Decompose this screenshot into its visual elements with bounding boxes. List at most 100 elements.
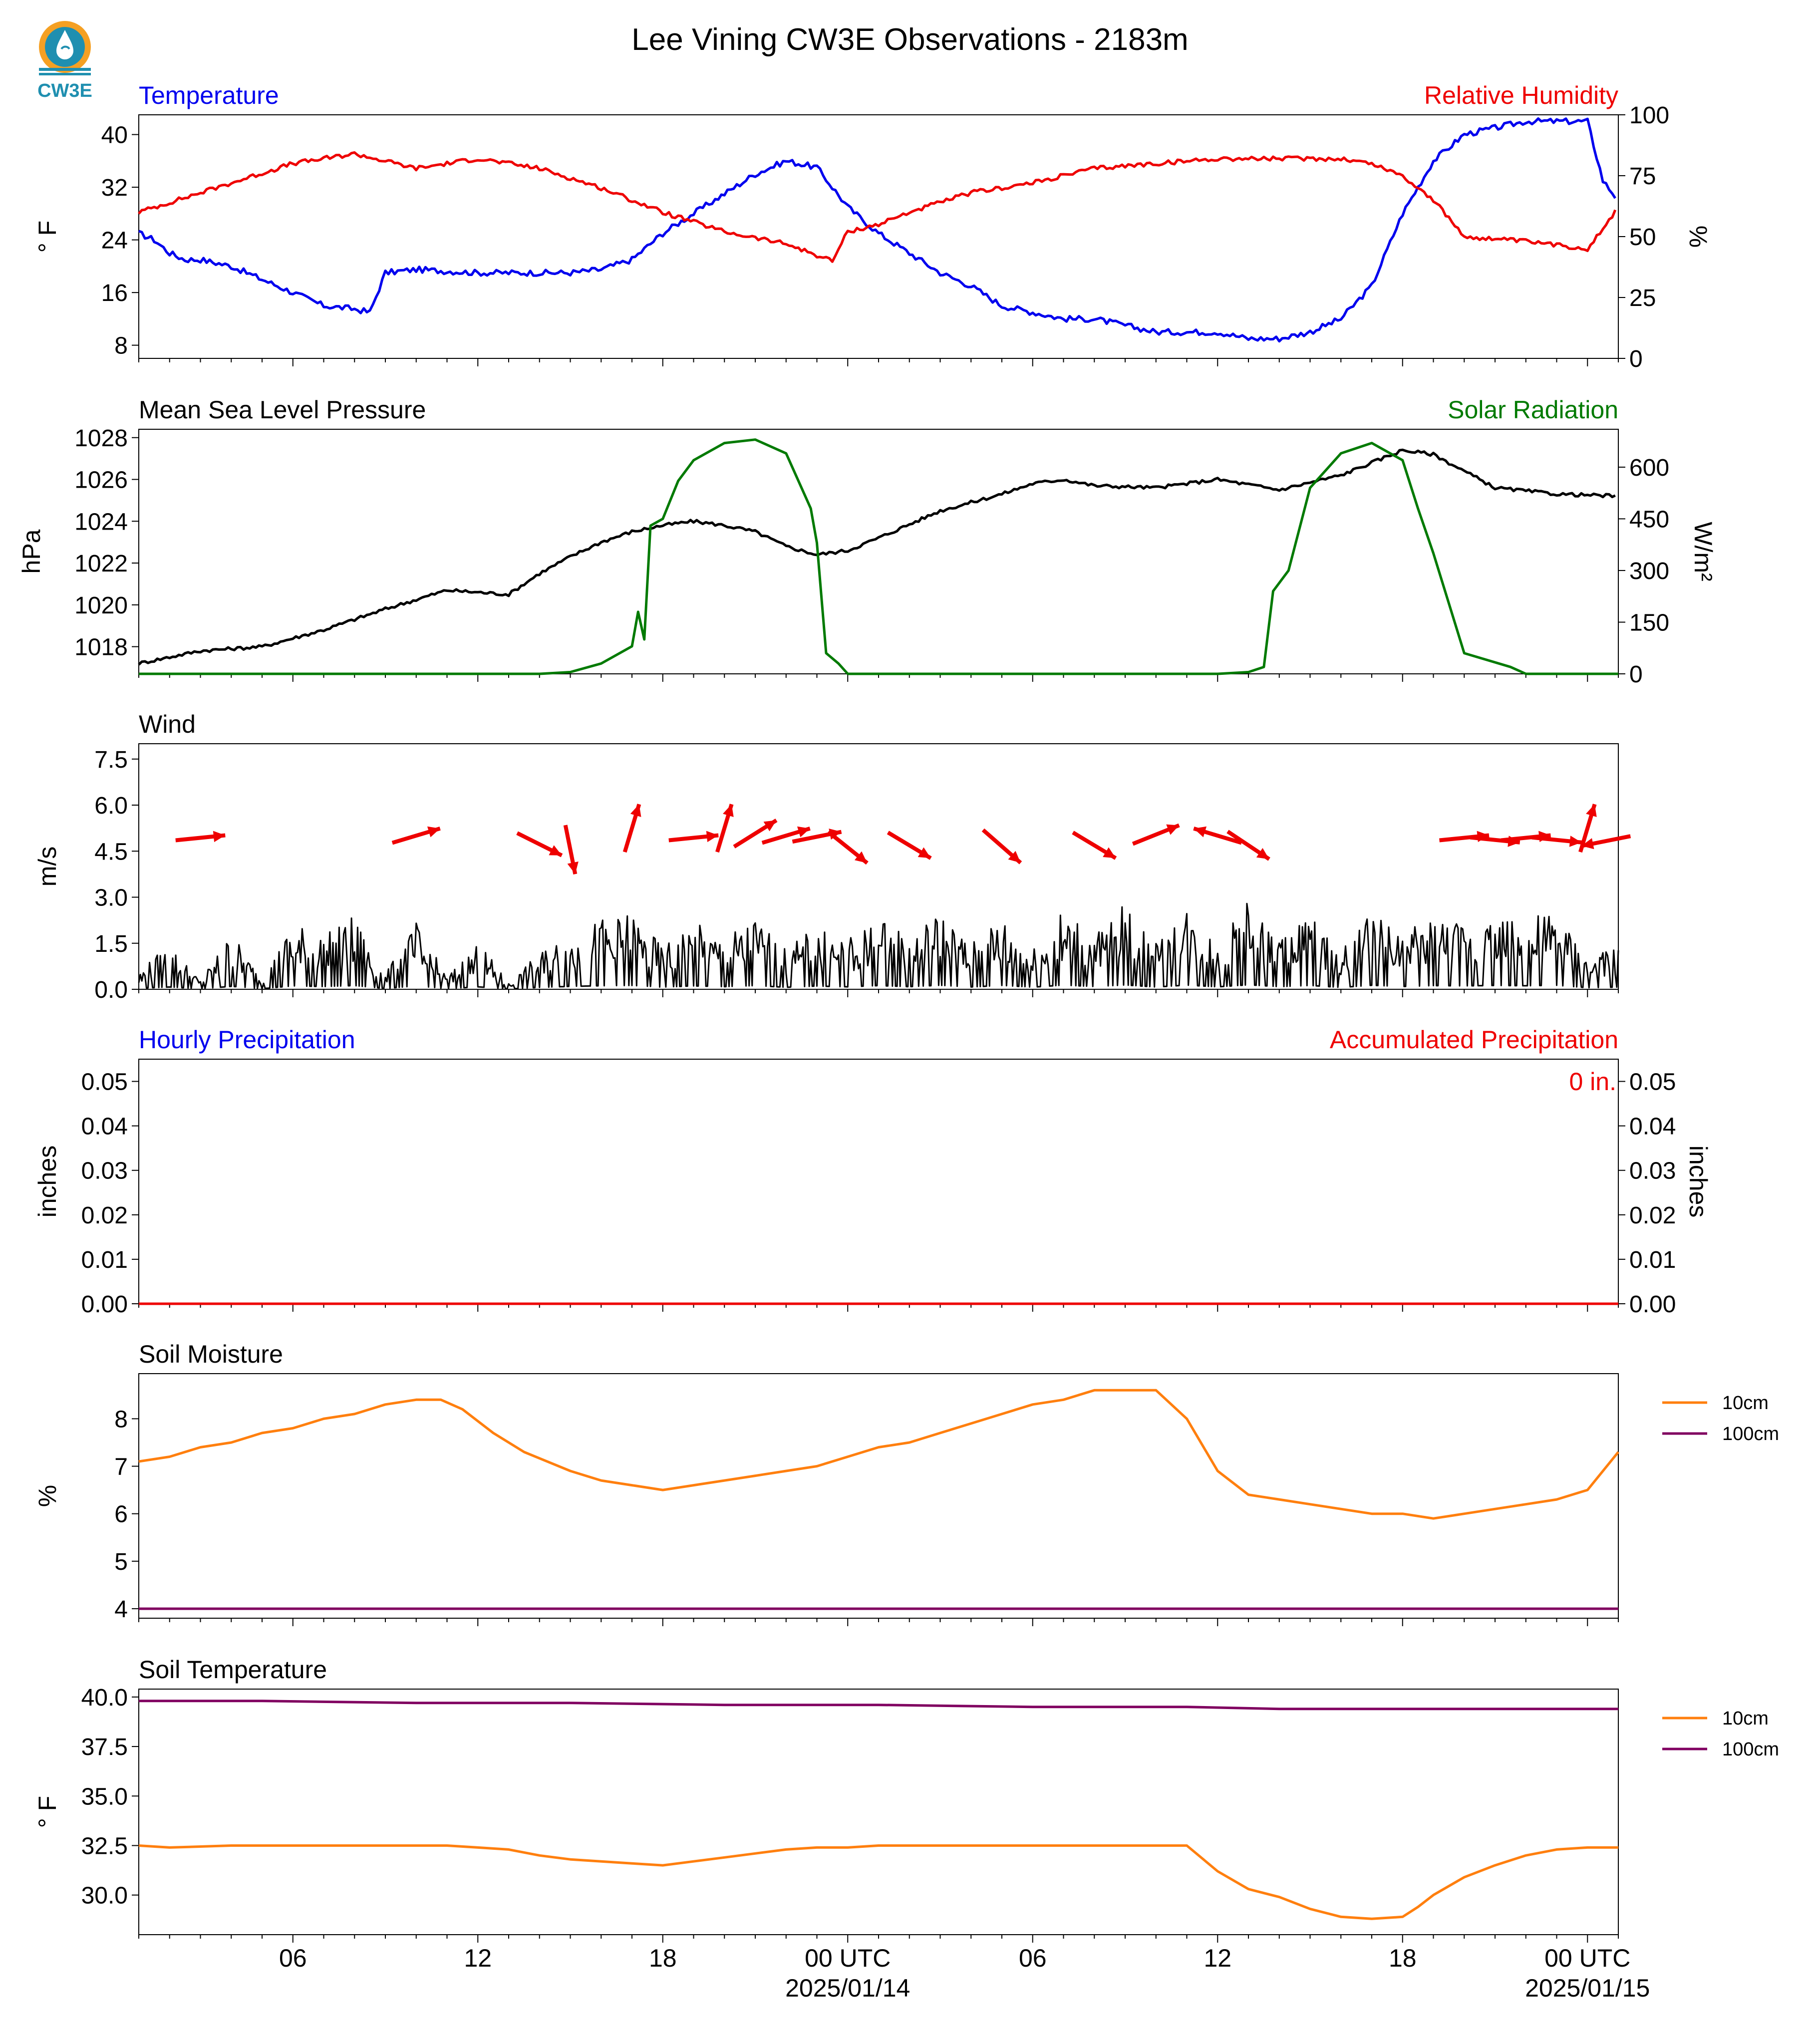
x-tick-label: 18 [1389,1944,1417,1972]
y-tick-label: 8 [114,333,128,359]
wind-arrow [1226,830,1270,861]
x-tick-label: 12 [1204,1944,1231,1972]
panel-6: Soil Temperature 40.0 37.5 35.0 32.5 30.0 ° F 1… [33,1656,1779,1943]
y-tick-label: 7 [114,1454,128,1480]
y-right-tick-label: 0 [1629,661,1643,688]
y-tick-label: 0.05 [81,1069,128,1096]
y-tick-label: 5 [114,1549,128,1575]
legend-label-10cm: 10cm [1722,1393,1769,1414]
x-tick-label: 00 UTC [805,1944,891,1972]
x-date-label: 2025/01/14 [785,1974,910,2002]
panel-title-left: Hourly Precipitation [139,1026,355,1054]
y-tick-label: 0.04 [81,1114,128,1140]
legend-label-100cm: 100cm [1722,1424,1779,1445]
y-right-tick-label: 25 [1629,285,1656,311]
y-right-tick-label: 0.00 [1629,1291,1676,1318]
y-tick-label: 1018 [74,634,128,661]
y-right-tick-label: 0.04 [1629,1114,1676,1140]
wind-arrow-head [1194,826,1207,838]
y-right-tick-label: 450 [1629,506,1669,533]
wind-arrow-head [630,804,641,817]
series-line-s1 [139,438,1618,675]
y-right-tick-label: 300 [1629,558,1669,584]
x-date-label: 2025/01/15 [1525,1974,1650,2002]
y-axis-label: ° F [33,221,61,253]
y-tick-label: 0.02 [81,1202,128,1229]
x-tick-label: 00 UTC [1544,1944,1630,1972]
wind-arrow-head [213,831,226,843]
y-right-tick-label: 0.03 [1629,1158,1676,1184]
y-tick-label: 16 [101,280,128,306]
accum-precip-annotation: 0 in. [1569,1068,1616,1096]
y-right-axis-label: W/m² [1689,522,1717,581]
y-tick-label: 4 [114,1596,128,1623]
y-tick-label: 6 [114,1501,128,1528]
y-tick-label: 0.0 [94,977,128,1003]
panel-title-left: Wind [139,710,196,738]
wind-arrow [827,830,869,865]
series-line-10cm [138,1389,1619,1520]
y-tick-label: 30.0 [81,1883,128,1909]
wind-arrow [733,818,778,849]
wind-arrow [1072,831,1117,860]
y-tick-label: 3.0 [94,885,128,911]
panel-title-left: Temperature [139,81,279,109]
wind-arrow [1581,834,1631,850]
panel-title-left: Mean Sea Level Pressure [139,396,426,424]
y-tick-label: 40.0 [81,1685,128,1711]
y-right-tick-label: 0.01 [1629,1247,1676,1273]
panel-frame [138,1059,1619,1304]
wind-arrow [668,831,719,843]
wind-arrow-head [797,826,810,838]
figure-title: Lee Vining CW3E Observations - 2183m [631,22,1188,57]
y-right-tick-label: 0 [1629,346,1643,372]
y-tick-label: 6.0 [94,793,128,819]
wind-arrow [175,831,226,843]
y-axis-label: m/s [33,847,61,887]
wind-arrow [563,825,579,874]
logo-text: CW3E [37,80,92,101]
panel-4: Hourly Precipitation Accumulated Precipit… [33,1026,1712,1318]
panel-1: Temperature Relative Humidity 40 32 24 16 8 100… [33,81,1712,372]
panels: Temperature Relative Humidity403224168100… [17,81,1779,2002]
y-tick-label: 37.5 [81,1734,128,1760]
y-axis-label: ° F [33,1796,61,1828]
wind-arrow-head [763,820,777,832]
panel-title-right: Solar Radiation [1448,396,1618,424]
y-tick-label: 1022 [74,551,128,577]
y-tick-label: 1020 [74,592,128,619]
y-tick-label: 4.5 [94,839,128,865]
wind-arrow-head [1581,838,1594,850]
panel-frame [138,114,1619,359]
y-tick-label: 7.5 [94,747,128,773]
wind-arrow-head [549,845,562,856]
series-line-100cm [139,1700,1618,1711]
y-right-tick-label: 0.05 [1629,1069,1676,1096]
y-axis-label: % [33,1485,61,1507]
wind-arrow-head [723,804,734,817]
wind-arrow [887,831,932,860]
wind-arrow-head [1103,847,1116,859]
x-tick-label: 06 [1019,1944,1047,1972]
logo-drop [56,30,73,59]
wind-arrow-head [567,862,579,874]
panel-title-right: Accumulated Precipitation [1330,1026,1618,1054]
x-tick-label: 12 [464,1944,492,1972]
wind-arrow [1132,823,1180,846]
cw3e-logo: CW3E [27,16,102,106]
panel-frame [138,1689,1619,1935]
panel-3: Wind 7.5 6.0 4.5 3.0 1.5 0.0 m/s [33,710,1631,1003]
wind-arrow [761,826,811,845]
wind-arrow [622,804,641,853]
y-axis-label: inches [33,1146,61,1218]
panel-frame [138,429,1619,674]
panel-5: Soil Moisture 8 7 6 5 4% 10cm 100cm [33,1340,1779,1626]
x-tick-label: 06 [279,1944,307,1972]
wind-arrow-head [1569,836,1582,847]
y-tick-label: 1026 [74,467,128,494]
wind-arrow-head [1166,824,1180,835]
series-line-s0 [138,902,1619,990]
wind-arrow [981,828,1022,865]
panel-2: Mean Sea Level Pressure Solar Radiation 10… [17,396,1717,688]
